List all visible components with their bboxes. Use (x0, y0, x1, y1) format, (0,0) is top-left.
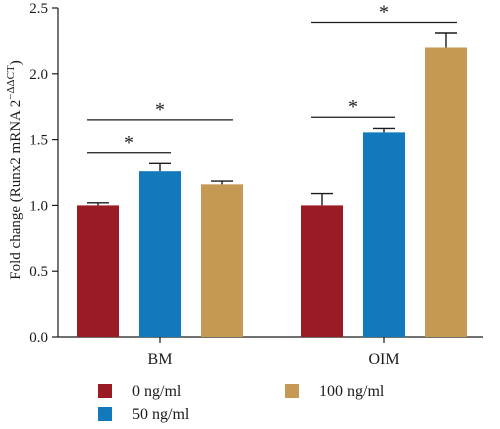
legend-swatch (285, 384, 299, 398)
y-axis-label-main: Fold change (Runx2 mRNA 2 (8, 100, 24, 280)
legend-label: 0 ng/ml (132, 383, 182, 400)
bar (139, 171, 181, 337)
legend-swatch (98, 384, 112, 398)
bar (77, 205, 119, 337)
legend: 0 ng/ml 50 ng/ml 100 ng/ml (98, 383, 385, 423)
axes: 0.0 0.5 1.0 1.5 2.0 2.5 BM OIM (29, 1, 483, 368)
y-tick-label: 0.0 (29, 330, 48, 346)
bars (77, 47, 467, 337)
bar (201, 184, 243, 337)
bar (425, 47, 467, 337)
legend-label: 50 ng/ml (132, 406, 190, 423)
y-tick-label: 1.5 (29, 133, 48, 149)
significance-brackets: * * * * (87, 1, 457, 154)
legend-swatch (98, 407, 112, 421)
y-tick-label: 2.0 (29, 67, 48, 83)
y-tick-label: 2.5 (29, 1, 48, 17)
x-category-label: OIM (368, 351, 399, 368)
bar (301, 205, 343, 337)
y-tick-label: 0.5 (29, 264, 48, 280)
significance-label: * (124, 132, 134, 154)
y-tick-label: 1.0 (29, 198, 48, 214)
significance-label: * (155, 99, 165, 121)
y-axis-label-superscript: −ΔΔCT (5, 65, 17, 100)
significance-label: * (348, 96, 358, 118)
significance-label: * (379, 1, 389, 23)
legend-label: 100 ng/ml (319, 383, 385, 400)
bar (363, 132, 405, 337)
x-category-label: BM (148, 351, 173, 368)
error-bars (87, 32, 457, 206)
y-axis-label: Fold change (Runx2 mRNA 2−ΔΔCT) (5, 60, 24, 279)
y-axis-label-close: ) (8, 60, 24, 65)
